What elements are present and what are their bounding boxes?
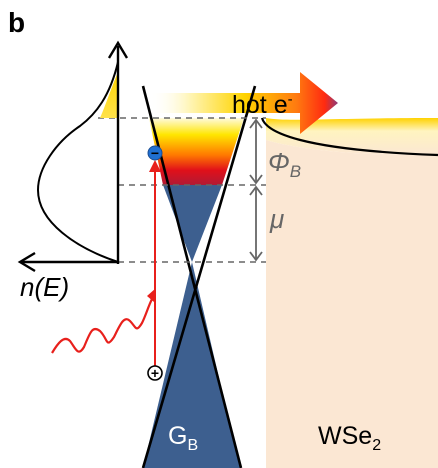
hole-circle [147,365,163,381]
photon-wave [51,298,153,354]
hot-electron-arrow [150,72,338,134]
photon [51,288,156,354]
wse2-label: WSe2 [318,422,381,454]
panel-letter: b [8,7,25,38]
electron: − [147,145,163,161]
excitation-arrowhead [149,160,161,172]
electron-circle [147,145,163,161]
wse2-band-tail [266,118,438,156]
wse2-band-edge [260,117,438,157]
dos-plot [17,40,129,273]
arrow-body [150,72,338,134]
photon-arrowhead [147,288,156,302]
energy-guides [98,117,266,263]
hole: + [147,365,163,381]
upper-cone-fill [163,185,222,262]
graphene-label: GB [168,422,198,454]
energy-scale-arrows [249,118,263,262]
dos-yellow-tail [100,72,118,118]
dos-axis-arrowhead [17,251,36,273]
dos-curve [36,61,119,263]
graphene-cones [141,85,257,468]
lower-cone-fill [143,262,240,468]
hot-electron-label: hot e- [232,91,293,119]
cone-right-edge [141,85,257,468]
wse2-body [266,140,438,468]
energy-axis-arrowhead [107,40,129,59]
barrier-height-label: ΦB [268,147,301,181]
chemical-potential-label: μ [269,204,284,234]
dos-label: n(E) [20,272,69,302]
electron-sign: − [151,145,159,161]
hot-carrier-fill [149,118,244,185]
excitation [149,160,161,366]
hole-sign: + [151,365,159,381]
wse2-region [260,117,438,468]
